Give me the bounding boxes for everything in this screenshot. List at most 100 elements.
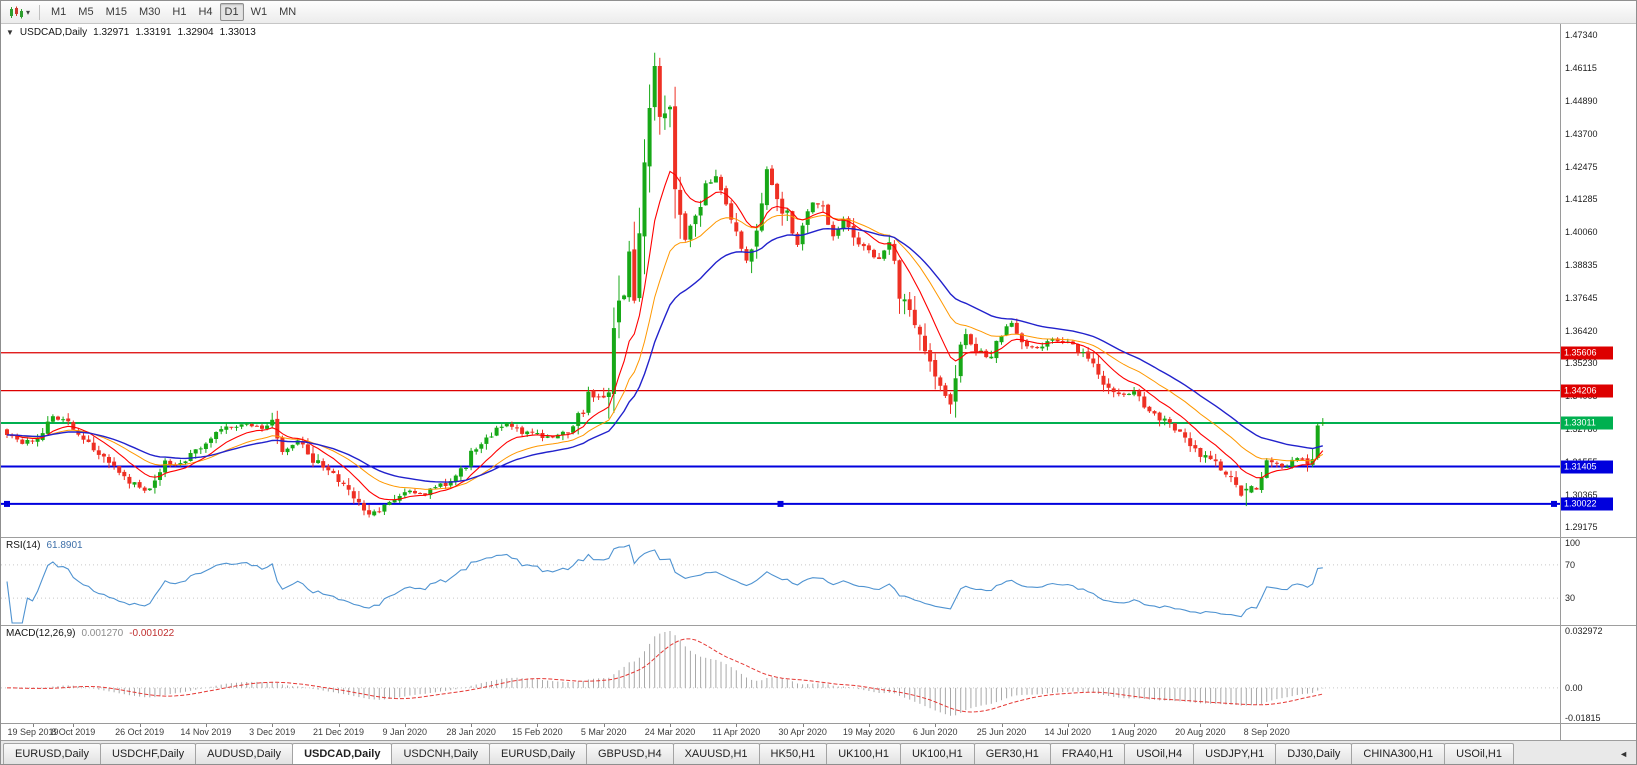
chart-tab-bar: EURUSD,Daily USDCHF,Daily AUDUSD,Daily USDC… [1,740,1636,764]
date-tick [1134,724,1136,727]
date-axis-label: 14 Nov 2019 [180,727,232,737]
macd-indicator-label: MACD(12,26,9) 0.001270 -0.001022 [6,628,174,639]
rsi-panel: RSI(14) 61.8901 100 70 30 [1,537,1636,625]
timeframe-button-h1[interactable]: H1 [172,6,187,18]
axis-corner [1560,724,1636,740]
timeframe-button-m1[interactable]: M1 [51,6,67,18]
price-scale-label: 1.40060 [1565,227,1598,238]
macd-scale-label: -0.01815 [1565,713,1601,723]
price-scale-label: 1.46115 [1565,63,1597,74]
rsi-scale-label: 100 [1565,538,1581,548]
chart-tab-usdjpy-h1[interactable]: USDJPY,H1 [1193,743,1277,764]
price-scale-label: 1.43700 [1565,128,1598,139]
time-axis[interactable]: 19 Sep 2019 8 Oct 2019 26 Oct 2019 14 Nov 2… [1,723,1636,740]
toolbar-separator [39,4,41,20]
macd-svg [1,631,1560,716]
date-axis-label: 19 May 2020 [842,727,895,737]
macd-scale-label: 0.00 [1565,682,1583,693]
chart-tab-usdcnh-daily[interactable]: USDCNH,Daily [391,743,491,764]
price-chart-canvas[interactable]: ▼ USDCAD,Daily 1.32971 1.33191 1.32904 1… [1,24,1560,537]
date-axis-label: 28 Jan 2020 [446,727,496,737]
chart-title: ▼ USDCAD,Daily 1.32971 1.33191 1.32904 1… [6,27,256,38]
chart-tab-xauusd-h1[interactable]: XAUUSD,H1 [672,743,760,764]
date-tick [935,724,937,727]
macd-panel: MACD(12,26,9) 0.001270 -0.001022 0.03297… [1,625,1636,723]
timeframe-button-h4[interactable]: H4 [198,6,213,18]
chart-tab-uk100-h1[interactable]: UK100,H1 [826,743,901,764]
chart-tab-hk50-h1[interactable]: HK50,H1 [758,743,828,764]
chart-tab-usoil-h1[interactable]: USOil,H1 [1444,743,1514,764]
rsi-value: 61.8901 [46,540,83,551]
chart-tab-ger30-h1[interactable]: GER30,H1 [973,743,1051,764]
date-tick [33,724,34,727]
rsi-scale-label: 70 [1565,559,1576,570]
date-tick [73,724,75,727]
top-toolbar: ▾ M1 M5 M15 M30 H1 H4 D1 W1 MN [1,1,1636,24]
date-axis-label: 8 Oct 2019 [51,727,96,737]
price-level-badge: 1.30022 [1561,497,1613,511]
chart-tab-china300-h1[interactable]: CHINA300,H1 [1351,743,1446,764]
price-scale-label: 1.47340 [1565,30,1598,41]
rsi-svg [1,544,1560,624]
macd-canvas[interactable]: MACD(12,26,9) 0.001270 -0.001022 [1,626,1560,723]
date-axis-label: 6 Jun 2020 [912,727,958,737]
macd-name: MACD(12,26,9) [6,628,76,639]
date-axis-label: 14 Jul 2020 [1044,727,1092,737]
macd-scale-label: 0.032972 [1565,626,1603,636]
price-scale-label: 1.38835 [1565,260,1598,271]
candlestick-chart-icon [10,6,23,18]
candlestick-series [5,52,1325,518]
ohlc-open: 1.32971 [93,27,130,38]
chart-tab-usoil-h4[interactable]: USOil,H4 [1124,743,1195,764]
chart-tab-usdcad-daily[interactable]: USDCAD,Daily [292,743,393,764]
chart-tabs: EURUSD,Daily USDCHF,Daily AUDUSD,Daily USDC… [3,743,1514,764]
macd-main-value: 0.001270 [81,628,124,639]
chart-tab-eurusd-daily[interactable]: EURUSD,Daily [489,743,587,764]
macd-scale[interactable]: 0.032972 0.00 -0.01815 [1560,626,1636,723]
date-axis-label: 30 Apr 2020 [778,727,827,737]
chart-symbol-timeframe: USDCAD,Daily [19,27,88,38]
date-axis-label: 26 Oct 2019 [115,727,165,737]
timeframe-button-w1[interactable]: W1 [250,6,268,18]
rsi-scale-label: 30 [1565,593,1576,604]
date-tick [1200,724,1202,727]
chart-tab-eurusd-daily[interactable]: EURUSD,Daily [3,743,101,764]
date-tick [670,724,671,727]
date-axis-label: 25 Jun 2020 [976,727,1027,737]
price-chart-panel: ▼ USDCAD,Daily 1.32971 1.33191 1.32904 1… [1,24,1636,537]
date-axis-label: 19 Sep 2019 [7,727,59,737]
price-scale[interactable]: 1.47340 1.46115 1.44890 1.43700 1.42475 1.412… [1560,24,1636,537]
one-click-trading-arrow-icon[interactable]: ▼ [6,28,14,37]
date-axis-label: 9 Jan 2020 [382,727,428,737]
timeframe-button-mn[interactable]: MN [279,6,297,18]
timeframe-button-m30[interactable]: M30 [138,6,161,18]
date-tick [736,724,738,727]
chart-type-button[interactable]: ▾ [6,5,33,20]
price-scale-label: 1.30365 [1565,489,1598,500]
chart-tab-gbpusd-h4[interactable]: GBPUSD,H4 [586,743,674,764]
price-chart-svg [1,52,1560,518]
date-axis-label: 8 Sep 2020 [1243,727,1290,737]
chart-tab-uk100-h1[interactable]: UK100,H1 [899,743,975,764]
price-scale-label: 1.41285 [1565,194,1598,204]
timeframe-button-m15[interactable]: M15 [105,6,127,18]
price-scale-label: 1.37645 [1565,292,1598,303]
chart-tab-dj30-daily[interactable]: DJ30,Daily [1275,743,1353,764]
chart-tab-audusd-daily[interactable]: AUDUSD,Daily [195,743,294,764]
macd-signal-value: -0.001022 [129,628,175,639]
date-tick [1067,724,1069,727]
date-axis-label: 3 Dec 2019 [249,727,296,737]
macd-histogram [11,631,1324,716]
rsi-scale[interactable]: 100 70 30 [1560,538,1636,625]
rsi-canvas[interactable]: RSI(14) 61.8901 [1,538,1560,625]
price-level-badge: 1.31405 [1561,460,1613,473]
timeframe-button-d1[interactable]: D1 [219,3,244,21]
tab-scroll-left-button[interactable]: ◄ [1619,748,1628,759]
date-axis-label: 20 Aug 2020 [1175,727,1226,737]
timeframe-button-m5[interactable]: M5 [78,6,94,18]
chart-tab-usdchf-daily[interactable]: USDCHF,Daily [99,743,197,764]
time-axis-labels: 19 Sep 2019 8 Oct 2019 26 Oct 2019 14 Nov 2… [1,724,1560,740]
chart-tab-fra40-h1[interactable]: FRA40,H1 [1049,743,1126,764]
date-axis-label: 11 Apr 2020 [712,727,761,737]
date-axis-label: 24 Mar 2020 [644,727,696,737]
